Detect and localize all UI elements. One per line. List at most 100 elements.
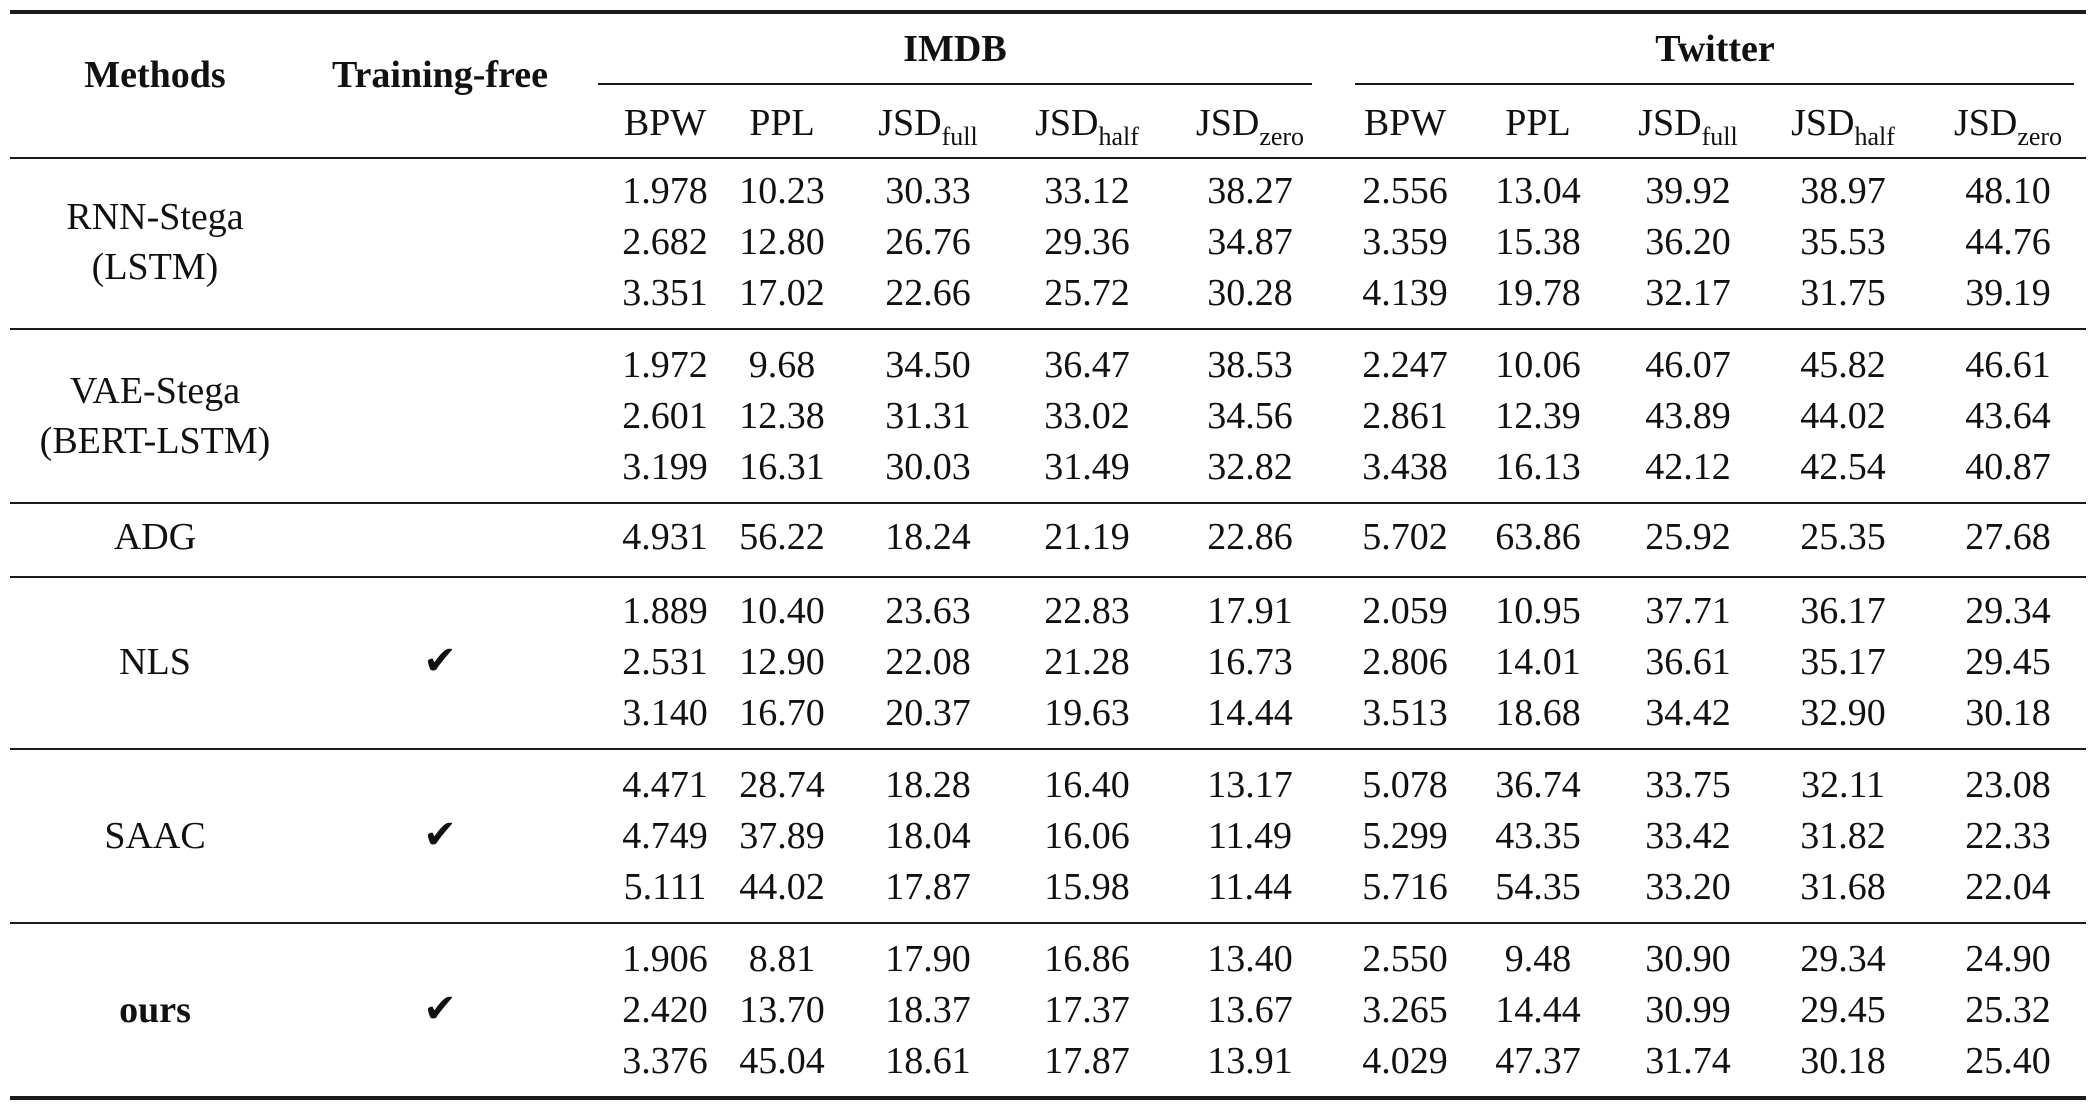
table-cell: 38.27 <box>1207 170 1293 212</box>
table-cell: 36.17 <box>1800 590 1886 632</box>
method-name-line: ADG <box>113 516 197 558</box>
table-cell: 9.68 <box>748 344 816 386</box>
column-header: JSDzero <box>1170 104 1330 150</box>
table-cell: 2.556 <box>1362 170 1448 212</box>
table-cell: 2.861 <box>1362 395 1448 437</box>
table-cell: 17.37 <box>1044 989 1130 1031</box>
table-cell: 1.978 <box>622 170 708 212</box>
table-cell: 4.029 <box>1362 1040 1448 1082</box>
table-cell: 5.299 <box>1362 815 1448 857</box>
table-cell: 16.13 <box>1495 446 1581 488</box>
table-cell: 38.53 <box>1207 344 1293 386</box>
column-header-subscript: zero <box>1259 122 1305 151</box>
column-header-subscript: half <box>1854 122 1895 151</box>
table-cell: 5.111 <box>623 866 707 908</box>
table-cell: 10.23 <box>739 170 825 212</box>
table-cell: 25.72 <box>1044 272 1130 314</box>
table-cell: 17.02 <box>739 272 825 314</box>
method-name-line: (LSTM) <box>91 246 219 288</box>
table-cell: 32.11 <box>1800 764 1886 806</box>
table-cell: 2.247 <box>1362 344 1448 386</box>
table-cell: 46.07 <box>1645 344 1731 386</box>
table-cell: 16.86 <box>1044 938 1130 980</box>
column-header: BPW <box>585 104 745 142</box>
table-cell: 35.17 <box>1800 641 1886 683</box>
table-cell: 36.47 <box>1044 344 1130 386</box>
column-header-label: JSD <box>1638 102 1702 144</box>
table-cell: 12.38 <box>739 395 825 437</box>
table-cell: 3.376 <box>622 1040 708 1082</box>
table-cell: 23.63 <box>885 590 971 632</box>
column-header: JSDfull <box>848 104 1008 150</box>
table-cell: 33.20 <box>1645 866 1731 908</box>
table-cell: 22.33 <box>1965 815 2051 857</box>
table-cell: 3.351 <box>622 272 708 314</box>
column-header: JSDzero <box>1928 104 2088 150</box>
table-cell: 25.32 <box>1965 989 2051 1031</box>
table-cell: 63.86 <box>1495 516 1581 558</box>
table-cell: 10.95 <box>1495 590 1581 632</box>
table-cell: 2.550 <box>1362 938 1448 980</box>
table-cell: 18.61 <box>885 1040 971 1082</box>
table-cell: 31.75 <box>1800 272 1886 314</box>
table-cell: 14.44 <box>1495 989 1581 1031</box>
table-cell: 31.74 <box>1645 1040 1731 1082</box>
table-cell: 16.70 <box>739 692 825 734</box>
method-name: RNN-Stega (LSTM) <box>10 192 300 292</box>
column-header-label: JSD <box>878 102 942 144</box>
table-cell: 30.90 <box>1645 938 1731 980</box>
table-cell: 30.28 <box>1207 272 1293 314</box>
method-name-line: SAAC <box>104 815 206 857</box>
table-cell: 9.48 <box>1504 938 1572 980</box>
table-cell: 37.71 <box>1645 590 1731 632</box>
group-divider <box>10 328 2086 330</box>
table-cell: 29.36 <box>1044 221 1130 263</box>
table-cell: 11.44 <box>1207 866 1293 908</box>
table-cell: 44.76 <box>1965 221 2051 263</box>
table-cell: 2.420 <box>622 989 708 1031</box>
table-cell: 32.17 <box>1645 272 1731 314</box>
header-methods: Methods <box>84 54 226 96</box>
table-cell: 13.70 <box>739 989 825 1031</box>
table-cell: 1.889 <box>622 590 708 632</box>
table-cell: 22.04 <box>1965 866 2051 908</box>
table-cell: 3.265 <box>1362 989 1448 1031</box>
table-cell: 39.19 <box>1965 272 2051 314</box>
table-cell: 17.91 <box>1207 590 1293 632</box>
table-cell: 30.18 <box>1800 1040 1886 1082</box>
training-free-check-icon: ✔ <box>423 638 457 684</box>
table-cell: 36.61 <box>1645 641 1731 683</box>
table-cell: 18.28 <box>885 764 971 806</box>
group-divider <box>10 576 2086 578</box>
method-name-line: RNN-Stega <box>66 196 244 238</box>
table-cell: 5.716 <box>1362 866 1448 908</box>
table-cell: 27.68 <box>1965 516 2051 558</box>
table-cell: 45.82 <box>1800 344 1886 386</box>
table-cell: 15.38 <box>1495 221 1581 263</box>
table-cell: 2.682 <box>622 221 708 263</box>
table-cell: 42.12 <box>1645 446 1731 488</box>
table-cell: 29.45 <box>1965 641 2051 683</box>
table-cell: 56.22 <box>739 516 825 558</box>
table-cell: 40.87 <box>1965 446 2051 488</box>
table-cell: 37.89 <box>739 815 825 857</box>
table-cell: 34.87 <box>1207 221 1293 263</box>
table-cell: 12.80 <box>739 221 825 263</box>
table-cell: 19.63 <box>1044 692 1130 734</box>
table-cell: 31.31 <box>885 395 971 437</box>
table-cell: 3.140 <box>622 692 708 734</box>
method-name-line: (BERT-LSTM) <box>39 420 271 462</box>
column-header-label: PPL <box>749 102 815 144</box>
column-header-label: PPL <box>1505 102 1571 144</box>
column-header-label: JSD <box>1791 102 1855 144</box>
header-rule <box>10 157 2086 159</box>
table-cell: 13.40 <box>1207 938 1293 980</box>
column-header-label: JSD <box>1195 102 1260 144</box>
table-cell: 15.98 <box>1044 866 1130 908</box>
table-cell: 36.74 <box>1495 764 1581 806</box>
table-cell: 4.749 <box>622 815 708 857</box>
table-cell: 4.931 <box>622 516 708 558</box>
table-cell: 28.74 <box>739 764 825 806</box>
table-cell: 2.806 <box>1362 641 1448 683</box>
table-cell: 19.78 <box>1495 272 1581 314</box>
